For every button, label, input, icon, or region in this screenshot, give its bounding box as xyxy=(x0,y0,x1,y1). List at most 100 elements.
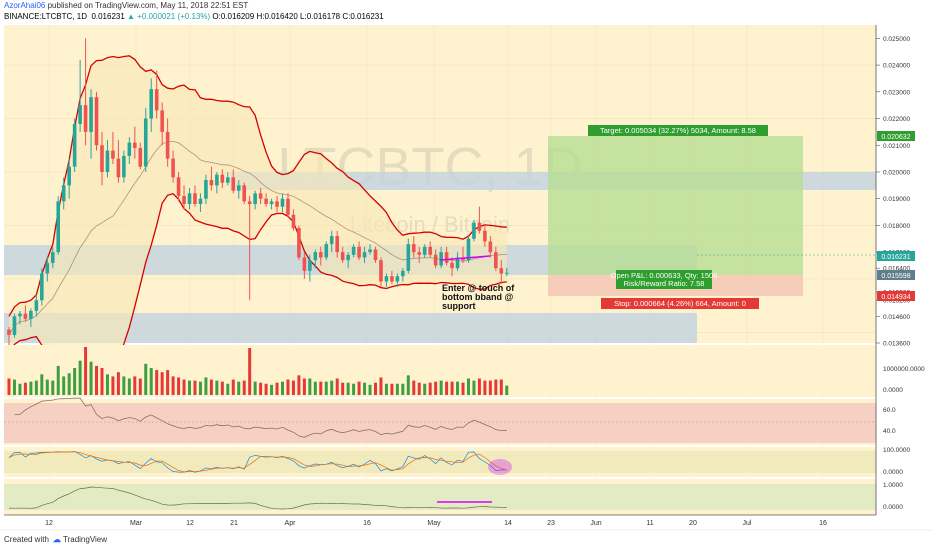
candle-body xyxy=(144,119,148,167)
candle-body xyxy=(51,252,55,263)
volume-bar xyxy=(347,383,350,395)
candle-body xyxy=(401,271,405,276)
candle-body xyxy=(308,260,312,271)
volume-bar xyxy=(336,379,339,396)
candle-body xyxy=(128,143,132,156)
candle-body xyxy=(303,257,307,270)
candle-body xyxy=(319,252,323,257)
candle-body xyxy=(445,252,449,263)
volume-bar xyxy=(183,380,186,395)
price-tick-label: 0.025000 xyxy=(883,36,910,43)
time-tick-label: 20 xyxy=(689,520,697,527)
volume-bar xyxy=(106,374,109,395)
volume-bar xyxy=(385,384,388,395)
indicator-tick-label: 0.0000 xyxy=(883,504,903,511)
candle-body xyxy=(264,199,268,204)
volume-bar xyxy=(292,381,295,395)
price-tick-label: 0.021000 xyxy=(883,143,910,150)
candle-body xyxy=(188,193,192,204)
candle-body xyxy=(363,252,367,257)
time-tick-label: 12 xyxy=(186,520,194,527)
volume-bar xyxy=(265,384,268,395)
candle-body xyxy=(182,196,186,204)
candle-body xyxy=(13,316,17,335)
candle-body xyxy=(472,223,476,239)
volume-bar xyxy=(379,377,382,395)
volume-bar xyxy=(303,379,306,396)
candle-body xyxy=(237,185,241,190)
volume-bar xyxy=(407,375,410,395)
candle-body xyxy=(166,132,170,159)
stop-price-badge-text: 0.014934 xyxy=(881,294,910,301)
footer-brand[interactable]: TradingView xyxy=(63,535,107,544)
volume-bar xyxy=(314,382,317,395)
time-tick-label: Mar xyxy=(130,520,143,527)
candle-body xyxy=(478,223,482,231)
candle-body xyxy=(297,228,301,257)
volume-bar xyxy=(122,376,125,395)
candle-body xyxy=(117,159,121,178)
volume-bar xyxy=(172,376,175,395)
price-tick-label: 0.014600 xyxy=(883,314,910,321)
candle-body xyxy=(193,193,197,204)
volume-bar xyxy=(423,384,426,395)
candle-body xyxy=(412,244,416,252)
candle-body xyxy=(155,89,159,110)
candle-body xyxy=(275,201,279,206)
time-tick-label: Apr xyxy=(285,520,297,527)
price-tick-label: 0.018000 xyxy=(883,223,910,230)
volume-bar xyxy=(215,381,218,395)
volume-bar xyxy=(166,370,169,395)
volume-bar xyxy=(139,379,142,396)
candle-body xyxy=(84,105,88,132)
tradingview-logo-icon: ☁ xyxy=(53,535,61,544)
candle-body xyxy=(352,247,356,255)
candle-body xyxy=(270,201,274,204)
indicator-tick-label: 0.0000 xyxy=(883,469,903,476)
candle-body xyxy=(494,252,498,268)
candle-body xyxy=(242,185,246,201)
candle-body xyxy=(489,241,493,252)
volume-bar xyxy=(308,379,311,396)
risk-reward-label: Risk/Reward Ratio: 7.58 xyxy=(624,279,705,288)
candle-body xyxy=(500,268,504,273)
candle-body xyxy=(18,314,22,317)
volume-bar xyxy=(374,383,377,395)
volume-bar xyxy=(418,383,421,395)
stoch-highlight xyxy=(488,459,512,475)
price-tick-label: 0.019000 xyxy=(883,196,910,203)
volume-bar xyxy=(133,376,136,395)
time-tick-label: 14 xyxy=(504,520,512,527)
volume-bar xyxy=(472,381,475,395)
volume-bar xyxy=(35,381,38,395)
candle-body xyxy=(335,236,339,252)
candle-body xyxy=(324,244,328,257)
target-zone xyxy=(548,136,803,275)
candle-body xyxy=(434,255,438,266)
candle-body xyxy=(171,159,175,178)
candle-body xyxy=(231,177,235,190)
volume-bar xyxy=(177,377,180,395)
candle-body xyxy=(24,314,28,319)
volume-bar xyxy=(57,366,60,395)
candle-body xyxy=(374,249,378,260)
volume-bar xyxy=(358,382,361,395)
candle-body xyxy=(428,247,432,255)
volume-bar xyxy=(451,382,454,395)
volume-bar xyxy=(188,381,191,395)
volume-bar xyxy=(369,385,372,395)
candle-body xyxy=(56,201,60,252)
volume-bar xyxy=(489,381,492,395)
indicator-tick-label: 0.0000 xyxy=(883,387,903,394)
candle-body xyxy=(292,215,296,228)
osc-band xyxy=(4,484,876,510)
candle-body xyxy=(45,263,49,274)
chart-canvas[interactable]: LTCBTC, 1D Litecoin / Bitcoin Enter @ to… xyxy=(0,0,932,550)
candle-body xyxy=(385,276,389,281)
candle-body xyxy=(483,231,487,242)
price-tick-label: 0.024000 xyxy=(883,63,910,70)
volume-bar xyxy=(363,383,366,395)
volume-bar xyxy=(341,383,344,395)
volume-bar xyxy=(286,380,289,395)
indicator-tick-label: 40.0 xyxy=(883,428,896,435)
